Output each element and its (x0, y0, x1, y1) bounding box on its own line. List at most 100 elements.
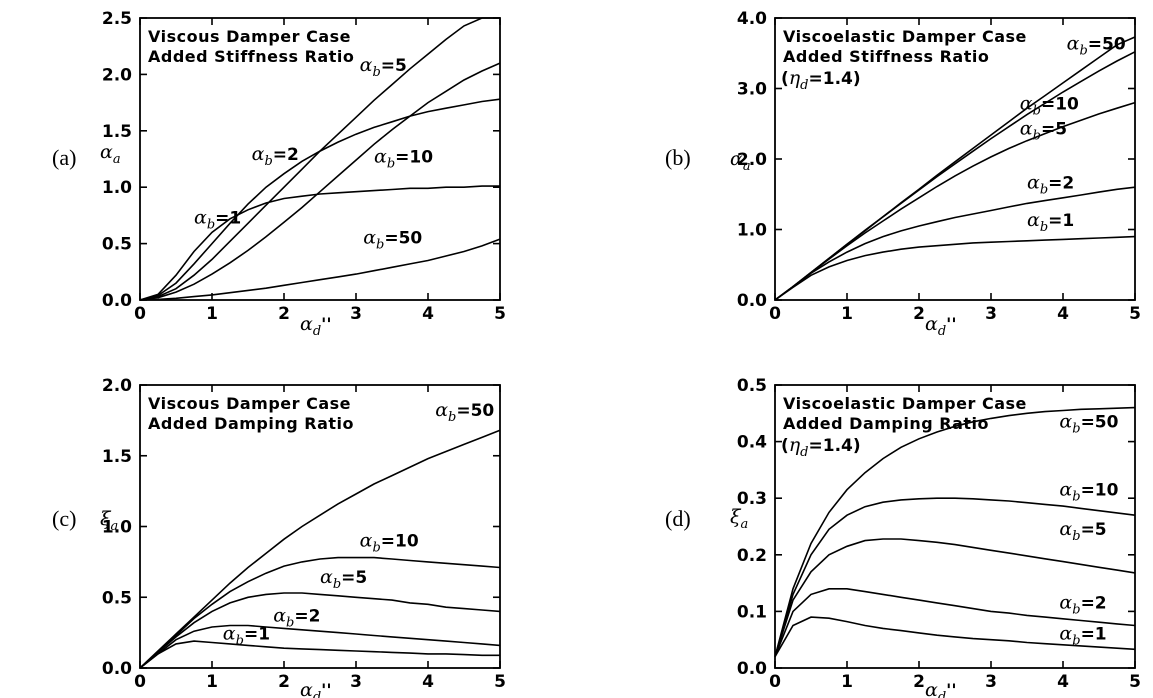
x-tick-label: 4 (422, 304, 434, 324)
eta-label: (ηd=1.4) (781, 434, 861, 460)
series-line-b5 (139, 17, 500, 301)
eta-label: (ηd=1.4) (781, 67, 861, 93)
series-line-b5 (139, 592, 501, 669)
curve-label: αb=10 (1059, 478, 1118, 504)
series-line-b1 (139, 185, 500, 301)
x-tick-label: 5 (494, 304, 506, 324)
x-tick-label: 2 (913, 304, 925, 324)
series-line-b2 (139, 624, 501, 669)
annotation-line: Viscoelastic Damper Case (783, 394, 1027, 413)
y-tick-label: 0.0 (737, 291, 767, 311)
series-line-b50 (774, 406, 1136, 657)
series-line-b10 (139, 62, 501, 301)
curve-label: αb=50 (1067, 33, 1126, 59)
x-tick-label: 0 (769, 304, 781, 324)
series-line-b1 (774, 616, 1136, 658)
curve-label: αb=5 (1059, 518, 1106, 544)
y-tick-label: 0.4 (737, 433, 767, 453)
x-tick-label: 3 (985, 672, 997, 692)
y-tick-label: 2.5 (102, 9, 132, 29)
panel-label: (b) (665, 145, 691, 170)
x-tick-label: 2 (913, 672, 925, 692)
y-tick-label: 0.5 (102, 235, 132, 255)
curve-label: αb=2 (252, 143, 299, 169)
plot-frame (139, 17, 501, 301)
x-tick-label: 0 (134, 672, 146, 692)
x-tick-label: 5 (494, 672, 506, 692)
annotation-line: Viscous Damper Case (148, 394, 351, 413)
y-axis-label: αa (730, 148, 751, 174)
y-tick-label: 1.5 (102, 122, 132, 142)
x-tick-label: 3 (985, 304, 997, 324)
curve-label: αb=1 (1059, 623, 1106, 649)
plot-frame (774, 384, 1136, 669)
y-tick-label: 0.2 (737, 546, 767, 566)
x-axis-label: αd'' (925, 679, 957, 698)
series-line-b50 (139, 429, 501, 669)
series-line-b50 (139, 238, 501, 301)
series-line-b2 (774, 588, 1136, 657)
curve-label: αb=50 (363, 227, 422, 253)
y-tick-label: 1.5 (102, 447, 132, 467)
y-tick-label: 1.0 (102, 178, 132, 198)
y-tick-label: 3.0 (737, 80, 767, 100)
panel-label: (d) (665, 506, 691, 531)
curve-label: αb=5 (360, 54, 407, 80)
x-tick-label: 1 (841, 672, 853, 692)
curve-label: αb=50 (435, 399, 494, 425)
x-tick-label: 4 (422, 672, 434, 692)
y-axis-label: ξa (730, 506, 748, 532)
annotation-line: Added Damping Ratio (148, 414, 354, 433)
x-axis-label: αd'' (300, 679, 332, 698)
curve-label: αb=2 (1027, 172, 1074, 198)
x-tick-label: 0 (769, 672, 781, 692)
y-tick-label: 0.3 (737, 489, 767, 509)
y-tick-label: 2.0 (102, 376, 132, 396)
chart-panel-c: 0 1 2 3 4 50.00.51.01.52.0αb=50αb=10αb=5αb=2α… (52, 376, 506, 698)
chart-panel-a: 0 1 2 3 4 5 0.0 0.5 1.0 1.5 2.0 2.5 αb=1 αb=2 αb=5 αb=1… (52, 9, 506, 339)
y-tick-label: 0.0 (737, 659, 767, 679)
series-line-b1 (774, 235, 1136, 301)
x-tick-label: 2 (278, 304, 290, 324)
y-axis-label: ξa (100, 508, 118, 534)
x-tick-label: 4 (1057, 672, 1069, 692)
curve-label: αb=5 (320, 566, 367, 592)
y-tick-label: 0.0 (102, 659, 132, 679)
annotation-line: Viscous Damper Case (148, 27, 351, 46)
x-tick-label: 5 (1129, 304, 1141, 324)
curve-label: αb=10 (1020, 93, 1079, 119)
y-axis-label: αa (100, 141, 121, 167)
y-tick-label: 0.0 (102, 291, 132, 311)
curve-label: αb=1 (1027, 209, 1074, 235)
x-tick-label: 4 (1057, 304, 1069, 324)
annotation-line: Added Damping Ratio (783, 414, 989, 433)
y-tick-label: 1.0 (102, 518, 132, 538)
series-line-b10 (139, 556, 501, 669)
x-axis-label: αd'' (300, 313, 332, 339)
y-tick-label: 1.0 (737, 221, 767, 241)
series-line-b10 (774, 497, 1136, 657)
panel-label: (c) (52, 506, 76, 531)
panel-label: (a) (52, 145, 76, 170)
y-tick-label: 0.5 (737, 376, 767, 396)
y-tick-label: 2.0 (737, 150, 767, 170)
x-tick-label: 2 (278, 672, 290, 692)
x-tick-label: 1 (841, 304, 853, 324)
curve-label: αb=2 (273, 604, 320, 630)
x-axis-label: αd'' (925, 313, 957, 339)
y-tick-label: 0.5 (102, 588, 132, 608)
y-tick-label: 2.0 (102, 65, 132, 85)
curve-label: αb=1 (194, 206, 241, 232)
chart-panel-d: 0 1 2 3 4 5 0.0 0.1 0.2 0.3 0.4 0.5 αb=50 αb=10 αb=5 αb… (665, 376, 1141, 698)
series-line-b1 (139, 640, 500, 669)
curve-label: αb=10 (360, 529, 419, 555)
annotation-line: Added Stiffness Ratio (148, 47, 354, 66)
series-line-b2 (774, 186, 1136, 301)
y-tick-label: 4.0 (737, 9, 767, 29)
x-tick-label: 3 (350, 672, 362, 692)
curve-label: αb=1 (223, 623, 270, 649)
y-tick-label: 0.1 (737, 602, 767, 622)
curve-label: αb=5 (1020, 117, 1067, 143)
